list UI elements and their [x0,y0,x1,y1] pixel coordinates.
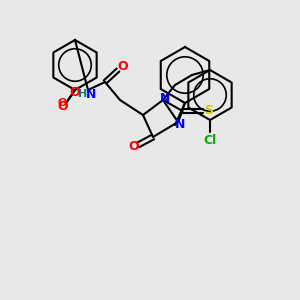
Text: O: O [58,100,68,112]
Text: N: N [175,118,185,131]
Text: N: N [160,92,170,104]
Text: S: S [204,104,213,118]
Text: O: O [57,98,67,108]
Text: O: O [70,86,80,100]
Text: N: N [86,88,96,100]
Text: H: H [78,89,88,99]
Text: Cl: Cl [203,134,217,146]
Text: O: O [118,61,128,74]
Text: O: O [129,140,139,154]
